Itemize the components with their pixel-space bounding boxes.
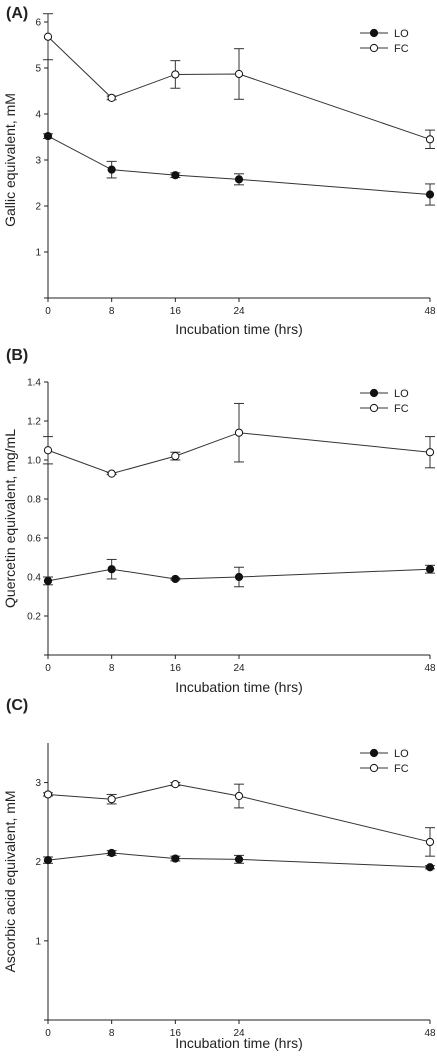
data-point-LO (43, 856, 53, 865)
data-point-LO (425, 190, 435, 199)
series-LO (43, 848, 435, 872)
y-tick-label: 1.2 (27, 417, 41, 428)
legend-label: FC (394, 403, 409, 415)
legend-label: FC (394, 43, 409, 55)
chart-panel-0: (A) 1 2 3 4 5 6 0 8 16 24 48 Incubation time (hrs) Ga… (2, 5, 436, 337)
x-axis-title: Incubation time (hrs) (175, 1035, 303, 1051)
x-tick-label: 48 (424, 1028, 436, 1039)
data-point-LO (234, 175, 244, 184)
panel-label: (A) (6, 5, 28, 22)
legend-label: FC (394, 763, 409, 775)
y-tick-label: 3 (35, 778, 41, 789)
data-point-LO (234, 572, 244, 582)
x-tick-label: 16 (170, 1028, 182, 1039)
data-point-FC (425, 135, 435, 144)
data-point-FC (43, 32, 53, 41)
panel-label: (B) (6, 347, 28, 364)
data-point-FC (171, 452, 180, 461)
data-point-LO (107, 848, 116, 858)
legend-label: LO (394, 388, 409, 400)
x-tick-label: 0 (45, 306, 51, 317)
data-point-FC (234, 791, 244, 801)
chart-panel-2: (C) 1 2 3 0 8 16 24 48 Incubation time (hrs) Ascor… (2, 697, 436, 1051)
x-tick-label: 48 (424, 306, 436, 317)
data-point-LO (234, 855, 244, 864)
x-axis-title: Incubation time (hrs) (175, 679, 303, 695)
y-tick-label: 2 (35, 857, 41, 868)
y-tick-label: 4 (35, 110, 41, 121)
legend: LO FC (360, 748, 409, 775)
data-point-LO (171, 574, 180, 584)
data-point-LO (43, 576, 53, 586)
y-tick-label: 5 (35, 64, 41, 75)
y-axis-title: Quercetin equivalent, mg/mL (2, 429, 18, 608)
x-axis-title: Incubation time (hrs) (175, 321, 303, 337)
series-FC (43, 402, 435, 478)
y-tick-label: 0.8 (27, 495, 41, 506)
series-FC (43, 780, 435, 857)
x-tick-label: 24 (233, 306, 245, 317)
x-tick-label: 24 (233, 1028, 245, 1039)
legend-marker (369, 748, 379, 758)
y-tick-label: 2 (35, 202, 41, 213)
data-point-FC (425, 448, 435, 457)
data-point-FC (107, 795, 116, 804)
legend-marker (369, 388, 379, 398)
x-tick-label: 24 (233, 663, 245, 674)
series-FC (43, 13, 435, 149)
x-tick-label: 8 (109, 306, 115, 317)
data-point-LO (171, 171, 180, 180)
data-point-LO (107, 165, 116, 174)
y-tick-label: 1.0 (27, 456, 41, 467)
series-LO (43, 558, 435, 588)
legend-marker (369, 43, 379, 53)
y-axis-title: Gallic equivalent, mM (2, 93, 18, 227)
data-point-LO (43, 131, 53, 141)
y-tick-label: 3 (35, 156, 41, 167)
legend-marker (369, 28, 379, 38)
y-axis-title: Ascorbic acid equivalent, mM (2, 790, 18, 972)
y-tick-label: 0.4 (27, 573, 41, 584)
y-tick-label: 1 (35, 936, 41, 947)
x-tick-label: 16 (170, 306, 182, 317)
y-tick-label: 6 (35, 18, 41, 29)
y-tick-label: 0.6 (27, 534, 41, 545)
data-point-FC (171, 780, 180, 789)
legend: LO FC (360, 28, 409, 55)
y-tick-label: 0.2 (27, 612, 41, 623)
x-tick-label: 48 (424, 663, 436, 674)
legend-marker (369, 763, 379, 773)
data-point-FC (234, 69, 244, 79)
panel-label: (C) (6, 697, 28, 714)
legend-label: LO (394, 28, 409, 40)
data-point-FC (43, 790, 53, 799)
x-tick-label: 16 (170, 663, 182, 674)
x-tick-label: 8 (109, 663, 115, 674)
data-point-LO (107, 565, 116, 574)
x-tick-label: 8 (109, 1028, 115, 1039)
data-point-LO (425, 863, 435, 872)
legend-label: LO (394, 748, 409, 760)
legend: LO FC (360, 388, 409, 415)
data-point-FC (171, 70, 180, 79)
data-point-FC (234, 428, 244, 437)
legend-marker (369, 403, 379, 413)
x-tick-label: 0 (45, 1028, 51, 1039)
series-line-LO (47, 135, 431, 195)
y-tick-label: 1 (35, 248, 41, 259)
data-point-FC (43, 446, 53, 455)
chart-panel-1: (B) 0.2 0.4 0.6 0.8 1.0 1.2 1.4 0 8 16 24 48 Incubati… (2, 347, 436, 695)
x-tick-label: 0 (45, 663, 51, 674)
data-point-LO (171, 854, 180, 863)
data-point-LO (425, 565, 435, 574)
data-point-FC (107, 469, 116, 478)
y-tick-label: 1.4 (27, 378, 41, 389)
data-point-FC (107, 93, 116, 103)
data-point-FC (425, 837, 435, 847)
series-LO (43, 131, 435, 206)
